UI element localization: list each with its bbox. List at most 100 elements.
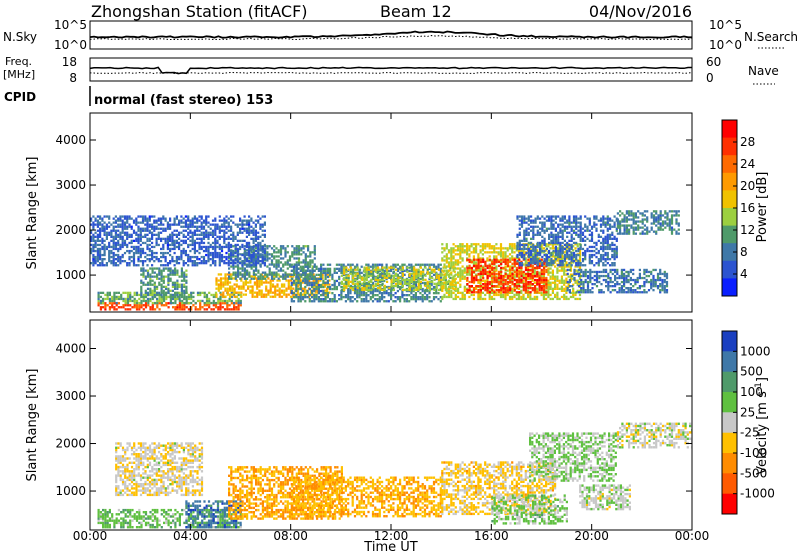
heatmap-cell xyxy=(625,228,628,231)
heatmap-cell xyxy=(296,291,299,294)
heatmap-cell xyxy=(361,286,364,290)
heatmap-cell xyxy=(401,292,404,295)
heatmap-cell xyxy=(565,297,568,301)
heatmap-cell xyxy=(645,278,648,282)
heatmap-cell xyxy=(242,283,245,286)
heatmap-cell xyxy=(249,281,252,284)
heatmap-cell xyxy=(297,249,301,252)
heatmap-cell xyxy=(397,282,400,285)
heatmap-cell xyxy=(560,255,563,258)
heatmap-cell xyxy=(584,253,587,257)
heatmap-cell xyxy=(92,239,95,242)
heatmap-cell xyxy=(162,295,165,299)
heatmap-cell xyxy=(645,270,648,274)
heatmap-cell xyxy=(140,279,143,282)
heatmap-cell xyxy=(578,265,582,268)
heatmap-cell xyxy=(396,296,399,299)
heatmap-cell xyxy=(525,251,528,255)
heatmap-cell xyxy=(637,226,640,229)
heatmap-cell xyxy=(532,229,535,232)
heatmap-cell xyxy=(295,261,298,264)
heatmap-cell xyxy=(142,297,145,301)
heatmap-cell xyxy=(664,222,667,225)
heatmap-cell xyxy=(484,287,487,290)
heatmap-cell xyxy=(454,281,457,284)
heatmap-cell xyxy=(588,255,591,259)
heatmap-cell xyxy=(502,247,505,250)
heatmap-cell xyxy=(493,272,496,276)
heatmap-cell xyxy=(283,289,286,292)
heatmap-cell xyxy=(661,222,665,225)
heatmap-cell xyxy=(447,265,451,268)
heatmap-cell xyxy=(632,289,635,292)
heatmap-cell xyxy=(447,257,451,260)
heatmap-cell xyxy=(630,224,633,227)
heatmap-cell xyxy=(185,279,188,282)
heatmap-cell xyxy=(611,233,614,236)
heatmap-cell xyxy=(278,279,281,282)
heatmap-cell xyxy=(222,295,225,298)
heatmap-cell xyxy=(529,287,532,290)
heatmap-cell xyxy=(290,298,293,301)
heatmap-cell xyxy=(527,272,530,276)
heatmap-cell xyxy=(243,269,246,272)
heatmap-cell xyxy=(252,277,255,280)
heatmap-cell xyxy=(146,291,150,294)
heatmap-cell xyxy=(246,277,249,280)
heatmap-cell xyxy=(169,295,172,299)
heatmap-cell xyxy=(269,279,272,282)
heatmap-cell xyxy=(595,270,599,274)
heatmap-cell xyxy=(559,217,562,220)
heatmap-cell xyxy=(353,285,357,289)
heatmap-cell xyxy=(563,273,566,276)
heatmap-cell xyxy=(536,272,539,276)
heatmap-cell xyxy=(185,297,188,301)
heatmap-cell xyxy=(235,302,238,305)
heatmap-cell xyxy=(174,308,177,311)
heatmap-cell xyxy=(656,278,660,282)
heatmap-cell xyxy=(386,280,389,283)
heatmap-cell xyxy=(627,272,630,276)
heatmap-cell xyxy=(588,260,591,263)
heatmap-cell xyxy=(126,293,130,297)
heatmap-cell xyxy=(320,267,323,270)
heatmap-cell xyxy=(597,239,600,242)
heatmap-cell xyxy=(274,285,277,288)
heatmap-cell xyxy=(167,279,170,282)
heatmap-cell xyxy=(443,277,446,280)
heatmap-cell xyxy=(541,241,544,245)
heatmap-cell xyxy=(540,287,543,290)
heatmap-cell xyxy=(92,247,95,251)
heatmap-cell xyxy=(163,304,166,307)
heatmap-cell xyxy=(539,245,542,249)
heatmap-cell xyxy=(223,299,227,303)
heatmap-cell xyxy=(432,292,436,295)
heatmap-cell xyxy=(565,285,568,288)
heatmap-cell xyxy=(578,257,582,260)
heatmap-cell xyxy=(543,217,546,220)
heatmap-cell xyxy=(249,285,252,288)
heatmap-cell xyxy=(586,285,590,288)
heatmap-cell xyxy=(287,285,290,288)
heatmap-cell xyxy=(390,292,393,295)
heatmap-cell xyxy=(190,297,193,301)
heatmap-cell xyxy=(548,237,551,240)
heatmap-cell xyxy=(408,284,411,288)
heatmap-cell xyxy=(590,233,594,236)
heatmap-cell xyxy=(365,286,368,290)
heatmap-cell xyxy=(292,300,296,303)
heatmap-cell xyxy=(419,277,422,281)
heatmap-cell xyxy=(302,265,305,268)
heatmap-cell xyxy=(442,284,445,288)
heatmap-cell xyxy=(625,291,628,294)
heatmap-cell xyxy=(239,273,242,276)
heatmap-cell xyxy=(609,217,612,220)
heatmap-cell xyxy=(454,287,457,290)
heatmap-cell xyxy=(122,304,125,307)
heatmap-cell xyxy=(497,285,500,288)
heatmap-cell xyxy=(374,268,377,271)
heatmap-cell xyxy=(449,268,452,271)
heatmap-cell xyxy=(461,273,464,276)
heatmap-cell xyxy=(477,266,480,270)
heatmap-cell xyxy=(326,289,329,292)
